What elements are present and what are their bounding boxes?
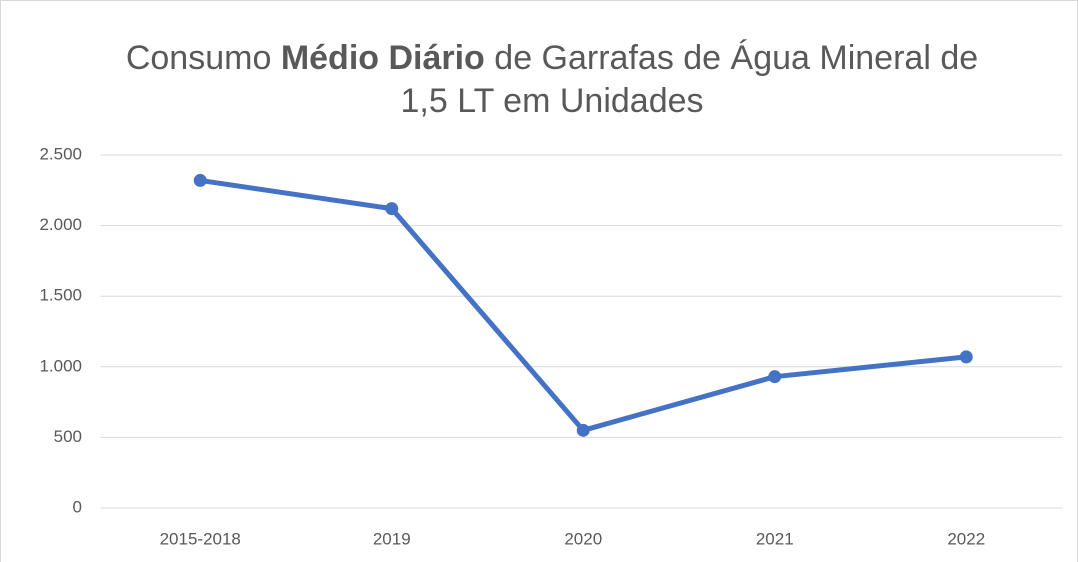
marker bbox=[385, 202, 399, 216]
x-tick-label: 2020 bbox=[564, 529, 602, 548]
y-tick-label: 2.000 bbox=[39, 215, 82, 234]
x-tick-label: 2022 bbox=[947, 529, 985, 548]
title-part: 1,5 LT em Unidades bbox=[400, 82, 703, 120]
x-tick-label: 2015-2018 bbox=[160, 529, 241, 548]
y-tick-label: 0 bbox=[73, 497, 82, 516]
y-tick-label: 1.000 bbox=[39, 356, 82, 375]
y-tick-label: 2.500 bbox=[39, 144, 82, 163]
y-tick-label: 500 bbox=[54, 427, 82, 446]
marker bbox=[193, 173, 207, 187]
title-part: Médio Diário bbox=[281, 39, 485, 77]
marker bbox=[959, 350, 973, 364]
chart-title: 1,5 LT em Unidades bbox=[400, 82, 703, 120]
y-tick-label: 1.500 bbox=[39, 286, 82, 305]
marker bbox=[768, 370, 782, 384]
title-part: Consumo bbox=[126, 39, 272, 77]
marker bbox=[576, 423, 590, 437]
title-part: de Garrafas de Água Mineral de bbox=[494, 39, 978, 77]
x-tick-label: 2019 bbox=[373, 529, 411, 548]
chart-title: Consumo Médio Diário de Garrafas de Água… bbox=[126, 39, 978, 77]
x-tick-label: 2021 bbox=[756, 529, 794, 548]
